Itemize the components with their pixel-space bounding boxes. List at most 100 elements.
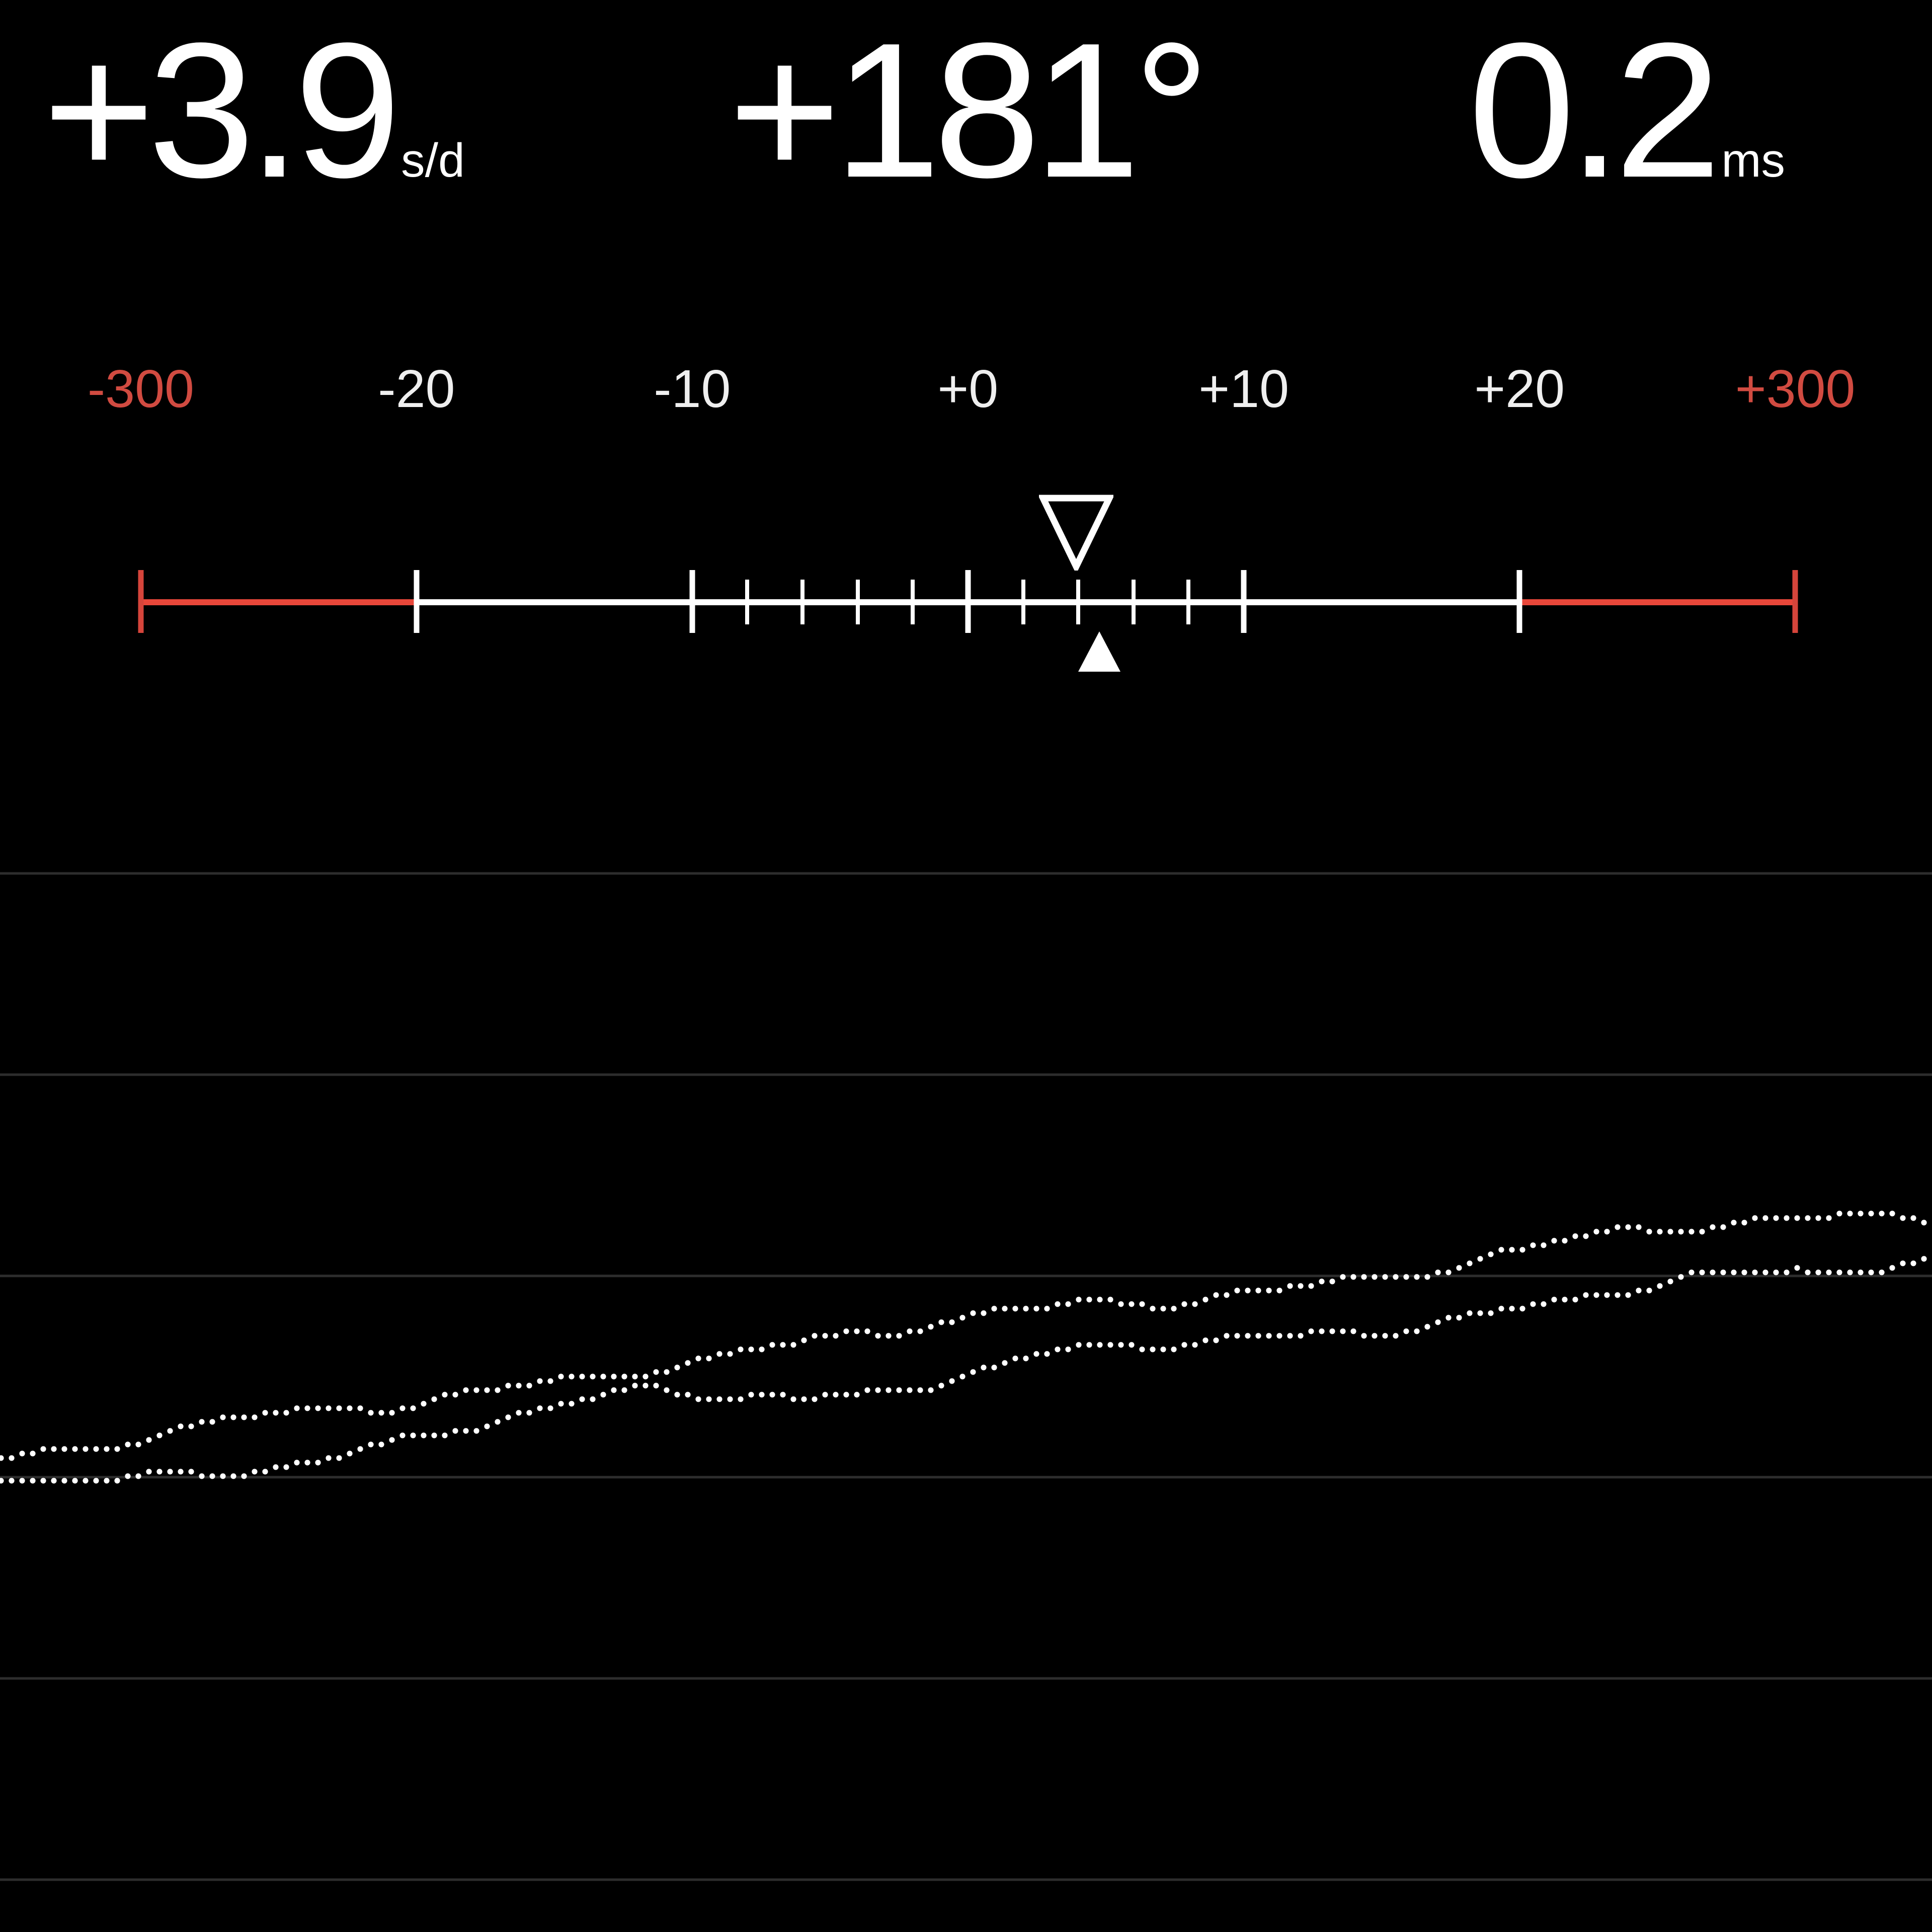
tock-line-dot (769, 1392, 775, 1398)
tock-line-dot (1118, 1342, 1124, 1348)
tock-line-dot (1361, 1333, 1367, 1339)
major-tick (965, 570, 971, 633)
tock-line-dot (83, 1478, 89, 1484)
tock-line-dot (473, 1428, 479, 1434)
current-rate-pointer-icon (1038, 495, 1113, 571)
tock-line-dot (93, 1478, 99, 1484)
beat-error-readout: 0.2 ms (1468, 14, 1785, 206)
tick-line-dot (896, 1333, 902, 1339)
tock-line-dot (1773, 1269, 1779, 1275)
tock-line-dot (505, 1414, 511, 1420)
tock-line-dot (484, 1423, 490, 1429)
tock-line-dot (241, 1473, 247, 1479)
tick-line-dot (1139, 1301, 1145, 1307)
tick-line-dot (1361, 1274, 1367, 1280)
tock-line-dot (9, 1478, 15, 1484)
minor-tick (800, 580, 805, 624)
tick-line-dot (1445, 1269, 1452, 1275)
amplitude-readout: +181° (729, 14, 1210, 206)
tick-line-dot (1688, 1229, 1695, 1235)
tick-line-dot (1509, 1247, 1515, 1253)
tock-line-dot (716, 1396, 722, 1402)
tock-line-dot (864, 1387, 870, 1393)
tock-line-dot (1319, 1328, 1325, 1334)
tock-line-dot (1393, 1333, 1399, 1339)
tock-line-dot (759, 1392, 765, 1398)
tick-line-dot (1858, 1211, 1864, 1217)
tick-line-dot (389, 1410, 395, 1416)
tick-line-dot (822, 1333, 828, 1339)
tick-line-dot (1044, 1306, 1050, 1312)
tock-line-dot (833, 1392, 839, 1398)
tick-line-dot (1731, 1220, 1737, 1226)
tick-line-dot (93, 1446, 99, 1452)
tick-line-dot (1530, 1242, 1536, 1248)
tick-line-dot (156, 1432, 163, 1438)
tick-line-dot (1012, 1306, 1018, 1312)
tock-line-dot (1667, 1278, 1673, 1284)
tick-line-dot (1076, 1297, 1082, 1303)
tock-line-dot (1858, 1269, 1864, 1275)
minor-tick (855, 580, 860, 624)
tock-line-dot (1097, 1342, 1103, 1348)
tock-line-dot (1910, 1260, 1916, 1266)
tock-line-dot (981, 1364, 987, 1371)
tick-line-dot (378, 1410, 384, 1416)
tick-line-dot (347, 1405, 353, 1411)
tock-line-dot (748, 1392, 754, 1398)
tick-line-dot (1435, 1269, 1441, 1275)
tock-line-dot (590, 1396, 596, 1402)
tick-line-dot (590, 1374, 596, 1380)
tock-line-dot (1150, 1346, 1156, 1352)
tick-line-dot (1583, 1233, 1589, 1239)
tock-line-dot (357, 1446, 363, 1452)
tick-line-dot (1287, 1283, 1293, 1289)
tick-line-dot (72, 1446, 78, 1452)
end-tick (138, 570, 144, 633)
tock-line-dot (167, 1469, 173, 1475)
tick-line-dot (1118, 1301, 1124, 1307)
tick-line-dot (1192, 1301, 1198, 1307)
tock-line-dot (664, 1387, 670, 1393)
tock-line-dot (1403, 1328, 1409, 1334)
scale-label-+0: +0 (937, 359, 999, 419)
tick-line-dot (907, 1328, 913, 1334)
tock-line-dot (1160, 1346, 1166, 1352)
tick-line-dot (61, 1446, 67, 1452)
tock-line-dot (188, 1469, 194, 1475)
tick-line-dot (621, 1374, 627, 1380)
tick-line-dot (1741, 1220, 1747, 1226)
scale-label-+300: +300 (1735, 359, 1856, 419)
tock-line-dot (1414, 1328, 1420, 1334)
tick-line-dot (790, 1342, 796, 1348)
tock-line-dot (1287, 1333, 1293, 1339)
tick-line-dot (1551, 1238, 1557, 1244)
tick-line-dot (769, 1342, 775, 1348)
tick-line-dot (1836, 1211, 1842, 1217)
tick-line-dot (1900, 1215, 1906, 1221)
tock-line-dot (1086, 1342, 1092, 1348)
tock-line-dot (1509, 1306, 1515, 1312)
tick-line-dot (410, 1405, 416, 1411)
tick-line-dot (1678, 1229, 1684, 1235)
tock-line-dot (1044, 1351, 1050, 1357)
major-tick (1241, 570, 1247, 633)
tock-line-dot (1688, 1269, 1695, 1275)
tock-line-dot (1731, 1269, 1737, 1275)
scale-label--300: -300 (87, 359, 194, 419)
tock-line-dot (1266, 1333, 1272, 1339)
tock-line-dot (526, 1410, 532, 1416)
tock-line-dot (938, 1383, 944, 1389)
tick-line-dot (738, 1346, 744, 1352)
tick-line-dot (569, 1374, 575, 1380)
tock-line-dot (452, 1428, 458, 1434)
tick-line-dot (1910, 1215, 1916, 1221)
tock-line-dot (209, 1473, 215, 1479)
tock-line-dot (1329, 1328, 1335, 1334)
tock-line-dot (642, 1383, 649, 1389)
tick-line-dot (230, 1414, 236, 1420)
minor-tick (1021, 580, 1025, 624)
tick-line-dot (368, 1410, 374, 1416)
tick-line-dot (1033, 1306, 1039, 1312)
